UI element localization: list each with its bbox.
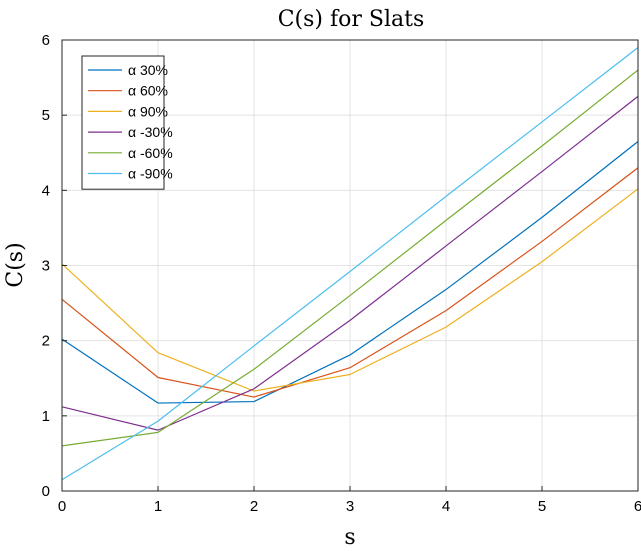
x-axis-label: s xyxy=(344,525,355,550)
x-tick-label: 1 xyxy=(154,498,162,515)
x-tick-label: 6 xyxy=(634,498,641,515)
series-line-1 xyxy=(61,141,639,404)
y-tick-label: 4 xyxy=(42,182,50,199)
tick-labels: 0 1 2 3 4 5 6 0 1 2 3 4 5 6 xyxy=(42,32,641,515)
legend-label: α 60% xyxy=(128,83,168,99)
series-line-2 xyxy=(61,167,639,398)
legend: α 30% α 60% α 90% α -30% α -60% α -90% xyxy=(81,55,173,190)
y-tick-label: 2 xyxy=(42,333,50,350)
x-tick-label: 0 xyxy=(58,498,66,515)
legend-box xyxy=(81,55,165,190)
series-line-5 xyxy=(61,69,639,447)
chart-title: C(s) for Slats xyxy=(278,7,425,32)
y-axis-label: C(s) xyxy=(3,242,28,287)
x-tick-label: 5 xyxy=(538,498,546,515)
y-tick-label: 0 xyxy=(42,483,50,500)
series-line-4 xyxy=(61,95,639,431)
y-tick-label: 6 xyxy=(42,32,50,49)
x-tick-label: 3 xyxy=(346,498,354,515)
legend-label: α -60% xyxy=(128,145,173,161)
x-tick-label: 4 xyxy=(442,498,450,515)
legend-label: α 90% xyxy=(128,103,168,119)
series-line-3 xyxy=(61,188,639,392)
y-tick-label: 1 xyxy=(42,408,50,425)
series-line-6 xyxy=(61,47,639,481)
x-tick-label: 2 xyxy=(250,498,258,515)
legend-label: α -90% xyxy=(128,166,173,182)
y-tick-label: 5 xyxy=(42,107,50,124)
y-tick-label: 3 xyxy=(42,258,50,275)
legend-label: α -30% xyxy=(128,124,173,140)
legend-label: α 30% xyxy=(128,62,168,78)
series-lines xyxy=(61,47,639,481)
